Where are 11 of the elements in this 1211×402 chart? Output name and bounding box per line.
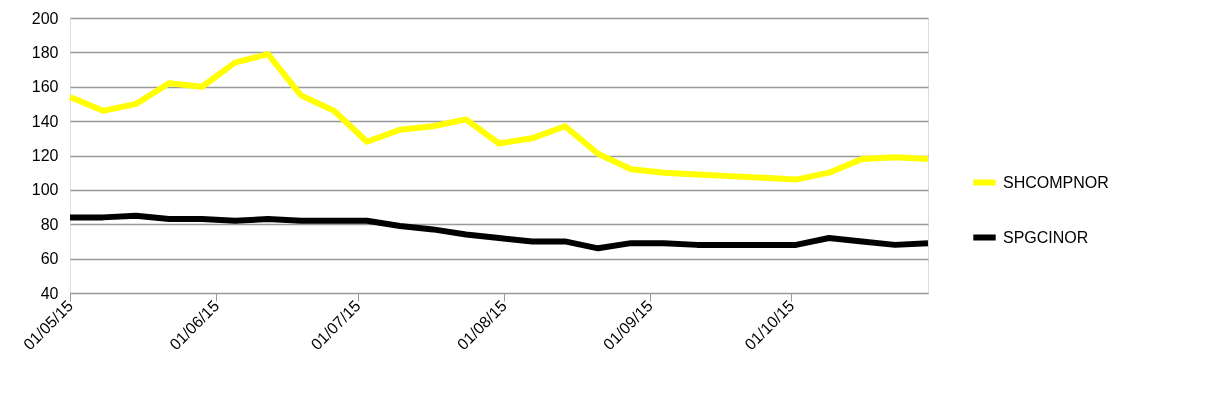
y-tick-label: 180: [31, 43, 59, 61]
y-tick-label: 100: [31, 181, 59, 199]
y-tick-label: 120: [31, 147, 59, 164]
legend-label: SPGCINOR: [1003, 228, 1089, 246]
y-tick-label: 80: [40, 215, 59, 233]
y-tick-label: 60: [40, 250, 59, 268]
y-tick-label: 40: [40, 284, 59, 302]
y-tick-label: 200: [31, 9, 59, 27]
legend-label: SHCOMPNOR: [1003, 173, 1109, 191]
y-tick-label: 140: [31, 112, 59, 130]
y-tick-label: 160: [31, 78, 59, 96]
